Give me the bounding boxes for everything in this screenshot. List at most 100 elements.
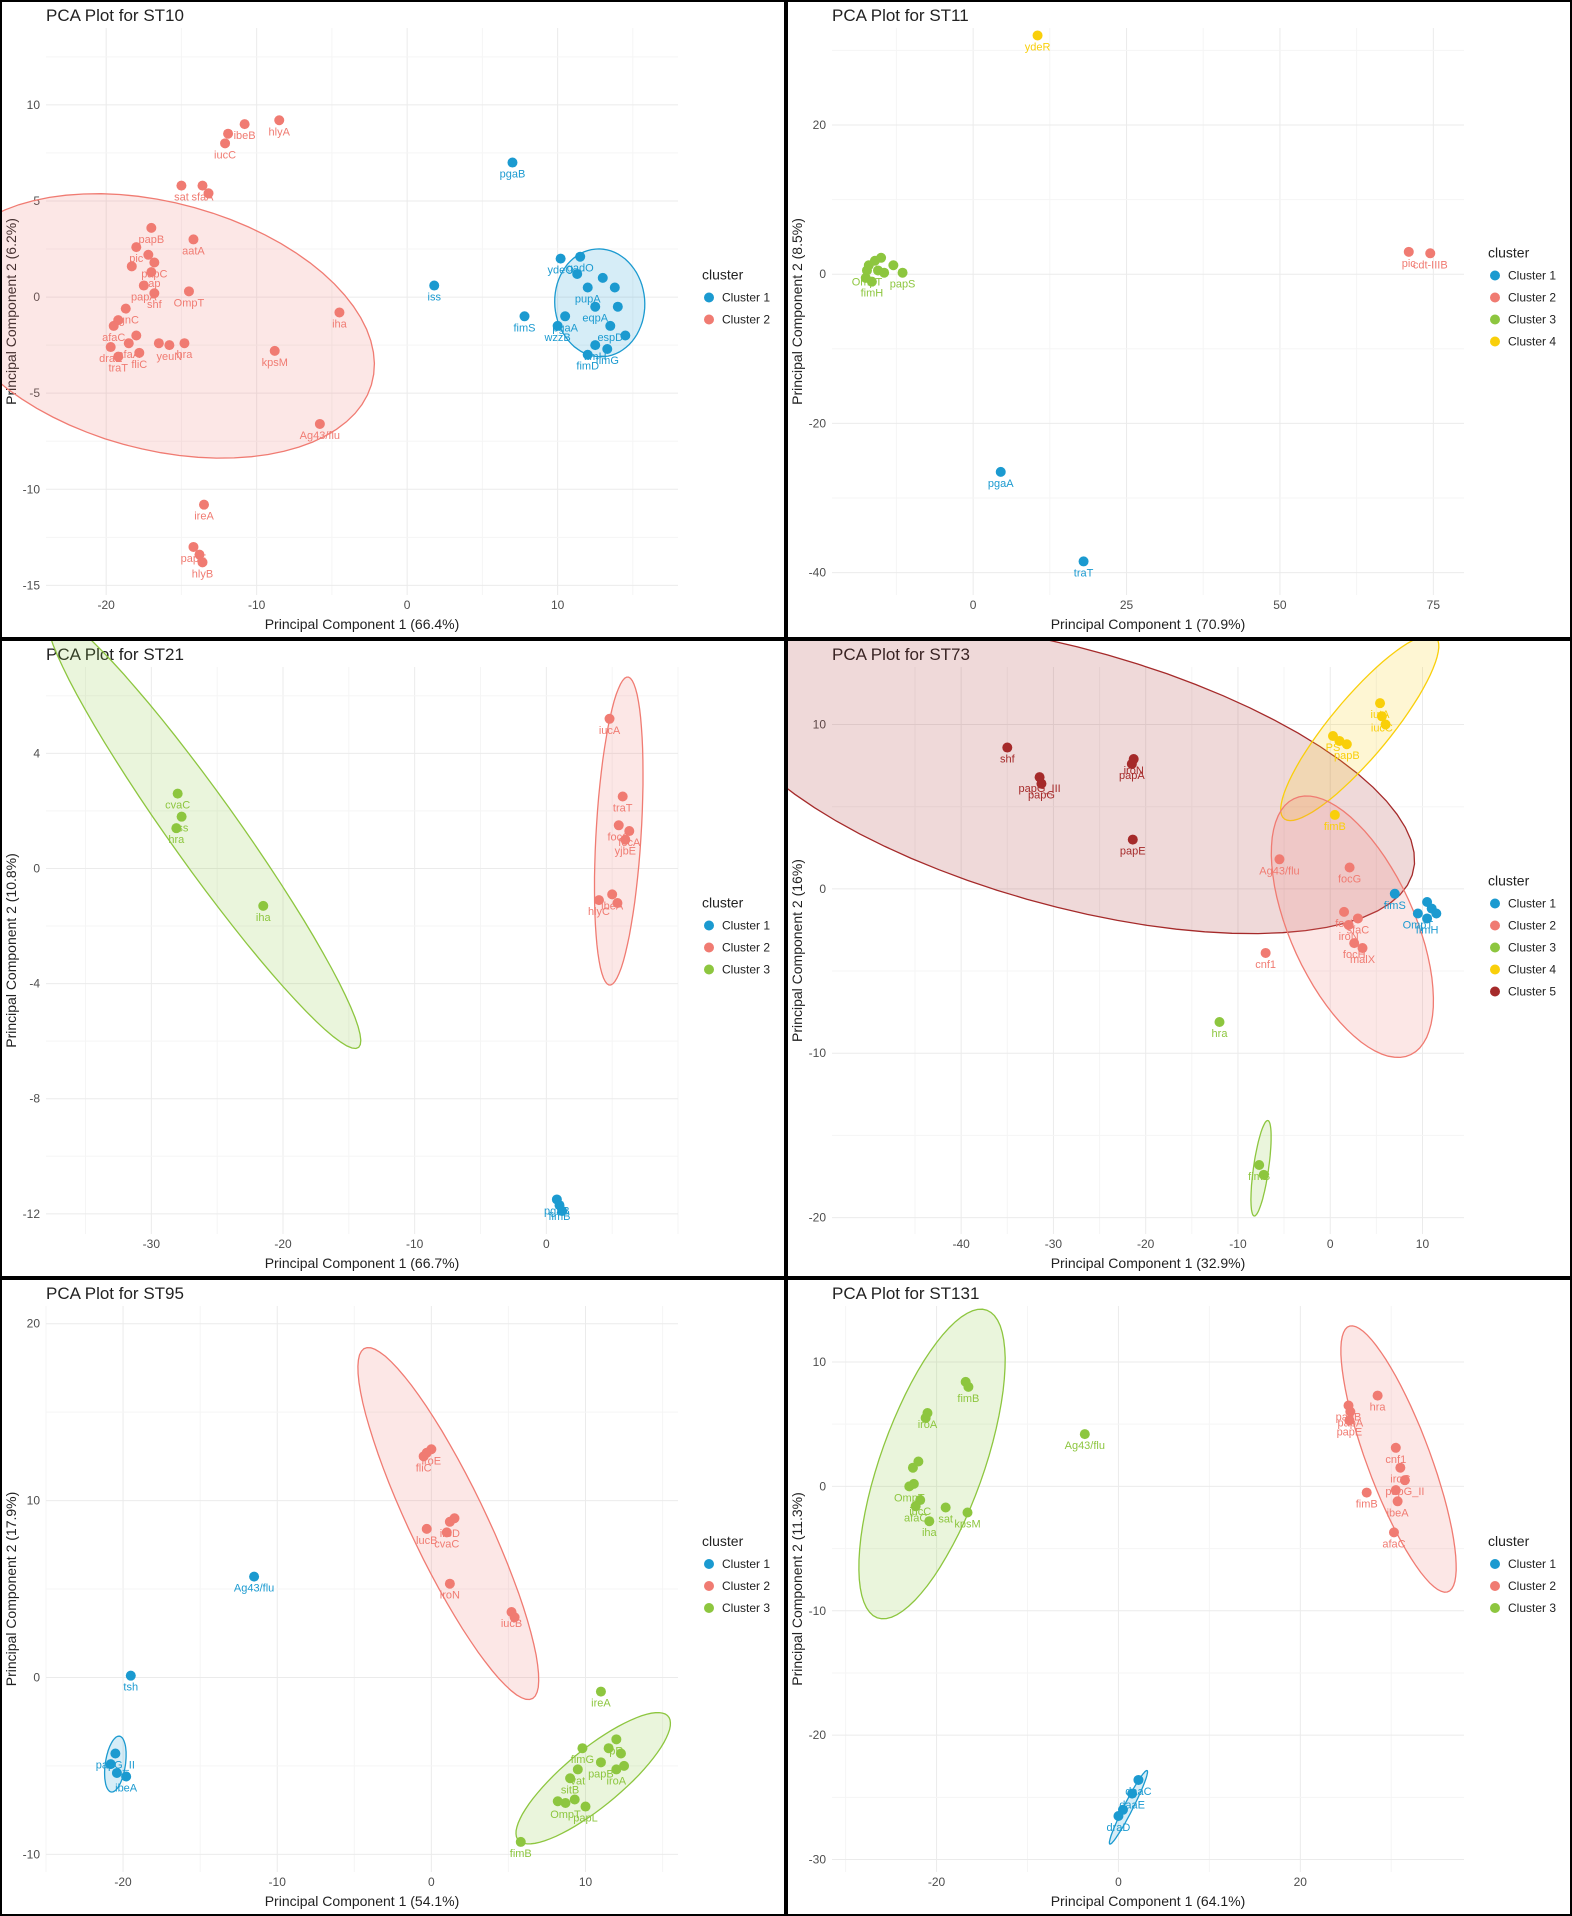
data-point xyxy=(603,1743,614,1754)
y-tick-label: 0 xyxy=(33,861,40,875)
point-label: fimH xyxy=(861,288,884,300)
x-tick-label: 0 xyxy=(404,598,411,612)
legend-swatch xyxy=(704,292,714,303)
data-point xyxy=(604,713,615,724)
data-point xyxy=(995,466,1006,477)
data-point xyxy=(897,267,908,278)
x-tick-label: 10 xyxy=(579,1875,593,1889)
point-label: yeuN xyxy=(157,351,183,363)
data-point xyxy=(1390,1442,1401,1453)
point-label: fimB xyxy=(1324,821,1346,833)
legend-swatch xyxy=(704,1559,714,1569)
data-point xyxy=(1388,1527,1399,1538)
chart-svg: -20 -10 0 10 -10 0 10 20 Principal Component 1 (… xyxy=(3,1306,770,1909)
point-label: papB xyxy=(1334,750,1360,762)
point-label: papE xyxy=(1120,846,1146,858)
point-label: iroN xyxy=(440,1590,460,1602)
point-label: cdt-IIIB xyxy=(1413,259,1448,271)
x-tick-label: 50 xyxy=(1273,598,1287,612)
legend-entry: Cluster 3 xyxy=(1508,313,1556,327)
point-label: draD xyxy=(1107,1822,1131,1834)
point-label: fimG xyxy=(571,1754,594,1766)
point-label: focG xyxy=(1338,874,1361,886)
x-tick-label: -40 xyxy=(952,1237,970,1251)
legend-swatch xyxy=(1490,1559,1500,1569)
data-point xyxy=(602,343,613,354)
data-point xyxy=(565,1773,576,1784)
data-point xyxy=(105,1759,116,1770)
x-axis-label: Principal Component 1 (64.1%) xyxy=(1051,1893,1246,1909)
data-point xyxy=(1392,1496,1403,1507)
cluster-ellipse xyxy=(1108,1769,1149,1845)
data-point xyxy=(876,252,887,263)
point-label: pic xyxy=(129,253,144,265)
y-axis-label: Principal Component 2 (8.5%) xyxy=(789,218,805,405)
point-label: hlyB xyxy=(192,568,213,580)
legend-swatch xyxy=(1490,314,1500,325)
data-point xyxy=(569,1794,580,1805)
point-label: pgaB xyxy=(544,1205,570,1217)
y-tick-label: -10 xyxy=(23,1847,41,1861)
cluster-ellipse xyxy=(51,641,362,1050)
x-tick-label: 0 xyxy=(543,1237,550,1251)
x-tick-label: -20 xyxy=(114,1875,132,1889)
point-label: fimH xyxy=(1416,924,1439,936)
data-point xyxy=(194,549,205,560)
point-label: OmpT xyxy=(174,297,205,309)
data-point xyxy=(1260,947,1271,958)
cluster-ellipse xyxy=(1280,641,1440,822)
data-point xyxy=(126,261,137,272)
point-label: traT xyxy=(1074,567,1094,579)
data-point xyxy=(595,1757,606,1768)
legend-swatch xyxy=(704,314,714,325)
point-label: iucC xyxy=(214,149,236,161)
data-point xyxy=(125,1670,136,1681)
data-point xyxy=(960,1376,971,1387)
panel-st131: PCA Plot for ST131 -20 0 20 -30 -20 -10 0 10 Pri… xyxy=(786,1278,1572,1916)
grid-lines xyxy=(46,667,679,1234)
cluster-ellipse xyxy=(788,641,1416,935)
legend-entry: Cluster 2 xyxy=(722,941,770,955)
point-label: yjbE xyxy=(615,846,636,858)
point-label: afaA xyxy=(117,349,140,361)
y-tick-label: -10 xyxy=(809,1046,827,1060)
point-label: hra xyxy=(1370,1402,1387,1414)
data-point xyxy=(962,1507,973,1518)
y-tick-label: -12 xyxy=(23,1207,41,1221)
point-label: papA xyxy=(1119,770,1145,782)
x-tick-label: 0 xyxy=(1115,1875,1122,1889)
data-point xyxy=(176,811,187,822)
point-label: fimH xyxy=(584,351,607,363)
panel-st21: PCA Plot for ST21 -30 -20 -10 0 -12 -8 -4 0 4 Pri… xyxy=(0,639,786,1278)
point-label: ibeB xyxy=(234,130,256,142)
legend-entry: Cluster 2 xyxy=(1508,291,1556,305)
point-label: OmpT xyxy=(1403,920,1434,932)
data-point xyxy=(1349,938,1360,949)
data-point xyxy=(1002,742,1013,753)
y-tick-label: 10 xyxy=(27,1494,41,1508)
point-label: lucB xyxy=(416,1535,437,1547)
x-tick-label: -30 xyxy=(1045,1237,1063,1251)
point-label: pgaB xyxy=(500,169,526,181)
data-point xyxy=(223,128,234,139)
y-tick-label: -8 xyxy=(29,1092,40,1106)
data-point xyxy=(1357,943,1368,954)
legend-entry: Cluster 3 xyxy=(722,963,770,977)
y-tick-label: 0 xyxy=(819,882,826,896)
data-point xyxy=(913,1456,924,1467)
point-label: agnC xyxy=(113,315,139,327)
grid-lines xyxy=(45,1306,678,1872)
data-point xyxy=(1380,719,1391,730)
data-point xyxy=(1403,246,1414,257)
legend-entry: Cluster 1 xyxy=(1508,897,1556,911)
y-tick-label: -10 xyxy=(23,482,41,496)
legend-title: cluster xyxy=(1488,245,1530,261)
point-label: afaC xyxy=(1382,1538,1405,1550)
point-label: papB xyxy=(1336,1412,1362,1424)
data-point xyxy=(1422,913,1433,924)
y-tick-label: -15 xyxy=(23,578,41,592)
data-point xyxy=(940,1502,951,1513)
point-label: iucC xyxy=(909,1506,931,1518)
panel-st73: PCA Plot for ST73 -40 -30 -20 -10 0 10 -20 -10 0… xyxy=(786,639,1572,1278)
point-label: ibeA xyxy=(1387,1507,1410,1519)
